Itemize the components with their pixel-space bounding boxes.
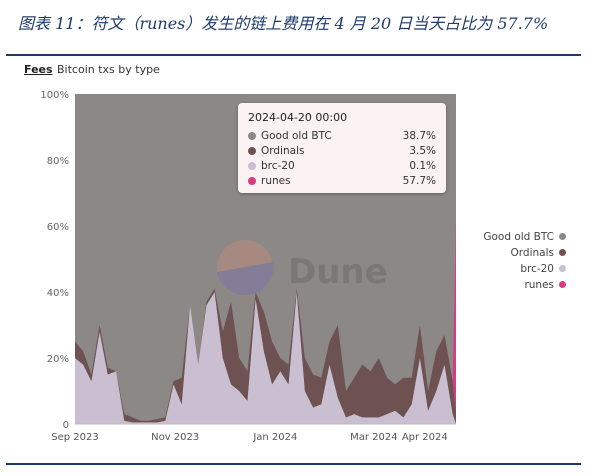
y-tick-label: 60% xyxy=(47,222,69,233)
x-tick-label: Jan 2024 xyxy=(252,432,297,443)
tooltip-row: Good old BTC 38.7% xyxy=(248,130,436,144)
x-tick-label: Sep 2023 xyxy=(51,432,98,443)
tooltip-row: runes 57.7% xyxy=(248,175,436,189)
tooltip-value: 57.7% xyxy=(402,175,436,187)
legend-label: Good old BTC xyxy=(483,231,554,243)
legend-label: Ordinals xyxy=(510,247,554,259)
figure-title: 图表 11：符文（runes）发生的链上费用在 4 月 20 日当天占比为 57… xyxy=(18,14,549,33)
legend-item-good-old-btc[interactable]: Good old BTC xyxy=(483,231,566,243)
y-tick-label: 100% xyxy=(40,90,69,101)
dot-icon xyxy=(248,147,256,155)
dot-icon xyxy=(559,265,566,272)
tooltip-value: 38.7% xyxy=(402,130,436,142)
legend-item-brc-20[interactable]: brc-20 xyxy=(520,263,566,275)
legend-item-ordinals[interactable]: Ordinals xyxy=(511,247,566,259)
dot-icon xyxy=(248,162,256,170)
chart-subtitle: Bitcoin txs by type xyxy=(57,63,160,76)
dune-logo-icon xyxy=(217,262,274,296)
y-tick-label: 20% xyxy=(47,354,69,365)
tooltip-date: 2024-04-20 00:00 xyxy=(248,111,348,124)
dot-icon xyxy=(559,233,566,240)
dot-icon xyxy=(559,281,566,288)
tooltip: 2024-04-20 00:00 Good old BTC 38.7% Ordin… xyxy=(238,103,446,193)
dot-icon xyxy=(559,249,566,256)
tooltip-value: 0.1% xyxy=(409,160,436,172)
tooltip-row: Ordinals 3.5% xyxy=(248,145,436,159)
series-ordinals-area xyxy=(75,288,456,424)
y-tick-label: 40% xyxy=(47,288,69,299)
divider xyxy=(6,54,581,56)
tooltip-label: Good old BTC xyxy=(261,130,332,142)
legend-item-runes[interactable]: runes xyxy=(524,279,566,291)
tooltip-label: Ordinals xyxy=(261,145,305,157)
legend-label: brc-20 xyxy=(520,263,554,275)
tooltip-label: runes xyxy=(261,175,291,187)
dot-icon xyxy=(248,132,256,140)
x-tick-label: Apr 2024 xyxy=(402,432,448,443)
watermark-text: Dune xyxy=(288,252,388,292)
legend-label: runes xyxy=(524,279,554,291)
y-tick-label: 0 xyxy=(63,420,69,431)
y-tick-label: 80% xyxy=(47,156,69,167)
x-tick-label: Mar 2024 xyxy=(350,432,398,443)
series-brc-20-area xyxy=(75,292,456,424)
dot-icon xyxy=(248,177,256,185)
tab-fees[interactable]: Fees xyxy=(24,63,53,76)
tooltip-row: brc-20 0.1% xyxy=(248,160,436,174)
divider xyxy=(6,463,581,465)
tooltip-label: brc-20 xyxy=(261,160,295,172)
x-tick-label: Nov 2023 xyxy=(151,432,199,443)
tooltip-value: 3.5% xyxy=(409,145,436,157)
